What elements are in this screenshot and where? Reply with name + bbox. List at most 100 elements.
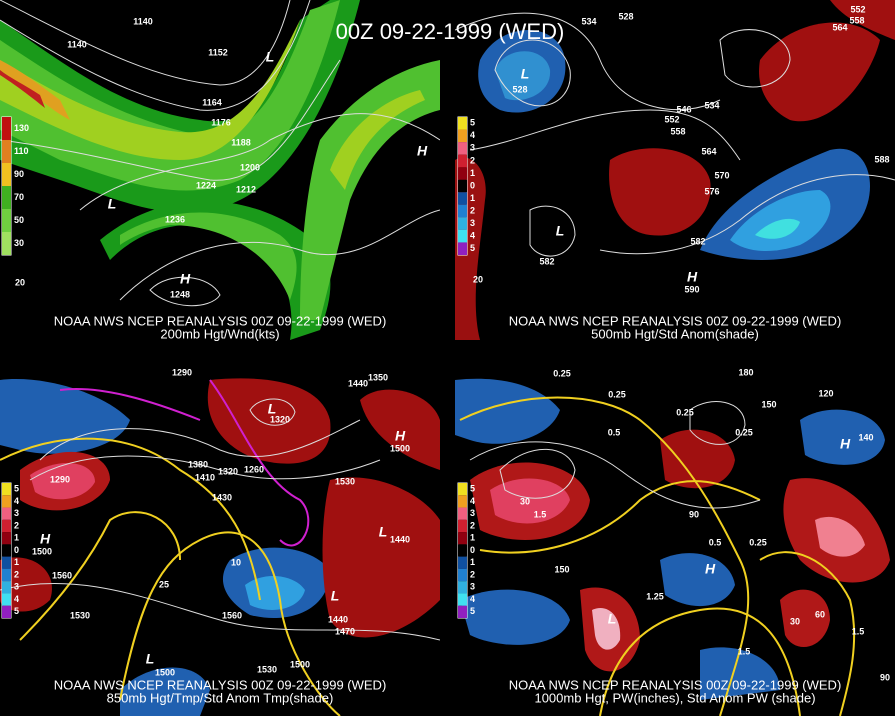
colorbar-label: 0 [470, 180, 475, 190]
colorbar-swatch [458, 142, 467, 155]
contour-label: 1410 [195, 472, 215, 482]
contour-label: 558 [849, 15, 864, 25]
panel-caption: NOAA NWS NCEP REANALYSIS 00Z 09-22-1999 … [54, 677, 387, 692]
contour-label: 534 [581, 16, 596, 26]
contour-label: L [266, 49, 275, 65]
colorbar-label: 1 [14, 533, 19, 543]
colorbar-swatch [2, 209, 11, 232]
colorbar-swatch [458, 556, 467, 569]
colorbar-label: 0 [14, 545, 19, 555]
contour-label: 1320 [218, 466, 238, 476]
colorbar-label: 5 [470, 484, 475, 494]
colorbar-swatch [458, 117, 467, 130]
contour-label: L [331, 588, 340, 604]
colorbar-label: 2 [470, 155, 475, 165]
panel-subcaption: 850mb Hgt/Tmp/Std Anom Tmp(shade) [107, 690, 334, 705]
contour-label: H [180, 271, 191, 287]
contour-label: 1500 [290, 659, 310, 669]
colorbar-swatch [458, 605, 467, 618]
colorbar-swatch [458, 593, 467, 606]
contour-label: 1188 [231, 137, 251, 147]
contour-label: L [108, 196, 117, 212]
contour-label: 0.25 [608, 389, 626, 399]
contour-label: 1500 [155, 667, 175, 677]
contour-label: 150 [761, 399, 776, 409]
colorbar-swatch [2, 568, 11, 582]
contour-label: 0.25 [676, 407, 694, 417]
colorbar-label: 5 [470, 606, 475, 616]
contour-label: 150 [554, 564, 569, 574]
panel-850mb [0, 375, 440, 716]
contour-label: 558 [670, 126, 685, 136]
panel-subcaption: 1000mb Hgt, PW(inches), Std Anom PW (sha… [534, 690, 815, 705]
contour-label: 1152 [208, 47, 228, 57]
colorbar-swatch [458, 532, 467, 545]
contour-label: 180 [738, 367, 753, 377]
contour-label: H [40, 531, 51, 547]
colorbar-swatch [458, 204, 467, 218]
contour-label: 0.5 [709, 537, 722, 547]
colorbar-swatch [2, 581, 11, 594]
contour-label: 1.5 [534, 509, 547, 519]
colorbar-swatch [2, 117, 11, 140]
colorbar-swatch [2, 232, 11, 255]
colorbar-swatch [458, 507, 467, 520]
colorbar-label: 2 [470, 520, 475, 530]
contour-label: 90 [689, 509, 699, 519]
colorbar-label: 110 [14, 146, 29, 156]
panel-caption: NOAA NWS NCEP REANALYSIS 00Z 09-22-1999 … [54, 313, 387, 328]
colorbar-label: 130 [14, 123, 29, 133]
colorbar-swatch [458, 192, 467, 205]
contour-label: 1200 [240, 162, 260, 172]
contour-label: 140 [858, 432, 873, 442]
contour-label: 528 [618, 11, 633, 21]
contour-label: 1440 [328, 614, 348, 624]
panel-subcaption: 500mb Hgt/Std Anom(shade) [591, 326, 759, 341]
colorbar-swatch [2, 532, 11, 545]
contour-label: 1176 [211, 117, 231, 127]
contour-label: 60 [815, 609, 825, 619]
contour-label: 1320 [270, 414, 290, 424]
colorbar-label: 30 [14, 238, 24, 248]
contour-label: 570 [714, 170, 729, 180]
colorbar-swatch [458, 568, 467, 582]
contour-label: 20 [473, 274, 483, 284]
contour-label: H [395, 428, 406, 444]
contour-label: 1530 [335, 476, 355, 486]
panel-200mb [0, 0, 440, 340]
colorbar-label: 1 [470, 168, 475, 178]
colorbar-swatch [458, 483, 467, 496]
contour-label: L [268, 401, 277, 417]
contour-label: 0.25 [735, 427, 753, 437]
contour-label: 20 [15, 277, 25, 287]
colorbar-label: 3 [470, 218, 475, 228]
contour-label: 1440 [390, 534, 410, 544]
contour-label: 1.25 [646, 591, 664, 601]
contour-label: 582 [690, 236, 705, 246]
colorbar-swatch [458, 544, 467, 557]
contour-label: 590 [684, 284, 699, 294]
colorbar-swatch [2, 556, 11, 569]
contour-label: 528 [512, 84, 527, 94]
panel-caption: NOAA NWS NCEP REANALYSIS 00Z 09-22-1999 … [509, 313, 842, 328]
contour-label: H [705, 561, 716, 577]
colorbar-label: 3 [470, 582, 475, 592]
contour-label: 546 [676, 104, 691, 114]
colorbar-swatch [2, 495, 11, 508]
contour-label: 564 [832, 22, 847, 32]
colorbar-label: 5 [14, 606, 19, 616]
colorbar-swatch [458, 519, 467, 533]
contour-label: L [379, 524, 388, 540]
colorbar-label: 1 [470, 193, 475, 203]
contour-label: H [840, 436, 851, 452]
contour-label: 552 [850, 4, 865, 14]
contour-label: H [417, 143, 428, 159]
contour-label: L [556, 223, 565, 239]
colorbar-label: 4 [14, 496, 19, 506]
contour-label: 1440 [348, 378, 368, 388]
colorbar-swatch [458, 179, 467, 193]
colorbar-swatch [2, 163, 11, 186]
colorbar-label: 2 [14, 569, 19, 579]
contour-label: 1500 [32, 546, 52, 556]
contour-label: 1380 [188, 459, 208, 469]
